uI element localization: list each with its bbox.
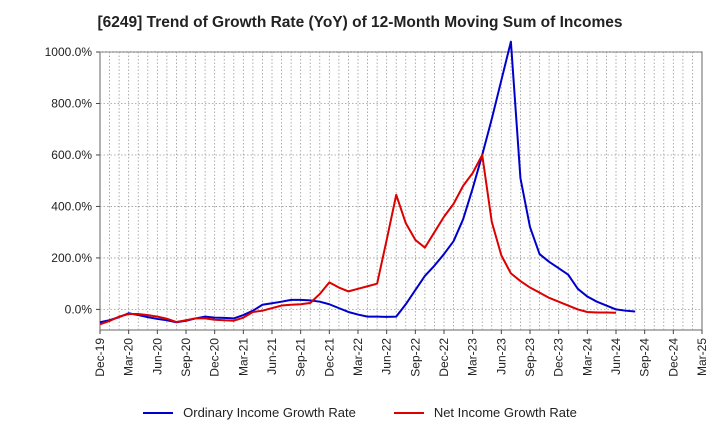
legend-item: Ordinary Income Growth Rate <box>143 405 356 420</box>
x-tick-label: Sep-24 <box>638 338 652 377</box>
x-tick-label: Mar-22 <box>351 338 365 376</box>
y-tick-label: 0.0% <box>65 302 93 316</box>
x-tick-label: Sep-22 <box>408 338 422 377</box>
series-layer <box>99 40 636 326</box>
x-tick-label: Jun-22 <box>380 338 394 375</box>
x-tick-label: Jun-20 <box>150 338 164 375</box>
legend-label: Ordinary Income Growth Rate <box>183 405 356 420</box>
x-tick-label: Dec-24 <box>666 338 680 377</box>
x-tick-label: Mar-23 <box>466 338 480 376</box>
legend-label: Net Income Growth Rate <box>433 405 577 420</box>
x-tick-label: Jun-21 <box>265 338 279 375</box>
x-tick-label: Jun-24 <box>609 338 623 375</box>
x-tick-label: Dec-19 <box>93 338 107 377</box>
legend: Ordinary Income Growth Rate Net Income Gr… <box>0 405 720 420</box>
x-tick-label: Mar-20 <box>122 338 136 376</box>
x-tick-label: Dec-21 <box>322 338 336 377</box>
legend-swatch <box>393 411 424 414</box>
y-tick-label: 800.0% <box>51 96 92 110</box>
y-tick-label: 600.0% <box>51 148 92 162</box>
x-tick-label: Jun-23 <box>494 338 508 375</box>
y-tick-label: 1000.0% <box>45 45 93 59</box>
chart-title: [6249] Trend of Growth Rate (YoY) of 12-… <box>97 14 623 31</box>
x-tick-label: Mar-25 <box>695 338 709 376</box>
legend-item: Net Income Growth Rate <box>393 405 577 420</box>
x-tick-label: Mar-24 <box>580 338 594 376</box>
grid-layer <box>99 51 703 331</box>
y-tick-label: 400.0% <box>51 199 92 213</box>
x-tick-label: Dec-20 <box>208 338 222 377</box>
x-tick-label: Mar-21 <box>236 338 250 376</box>
x-tick-label: Sep-23 <box>523 338 537 377</box>
plot-frame <box>99 51 703 331</box>
axis-layer: 0.0% 200.0% 400.0% 600.0% 800.0% 1000.0% Dec-1… <box>45 45 709 377</box>
x-tick-label: Dec-23 <box>552 338 566 377</box>
series-line-1 <box>99 153 617 326</box>
legend-swatch <box>143 411 174 414</box>
x-tick-label: Sep-20 <box>179 338 193 377</box>
y-tick-label: 200.0% <box>51 251 92 265</box>
x-tick-label: Sep-21 <box>294 338 308 377</box>
x-tick-label: Dec-22 <box>437 338 451 377</box>
